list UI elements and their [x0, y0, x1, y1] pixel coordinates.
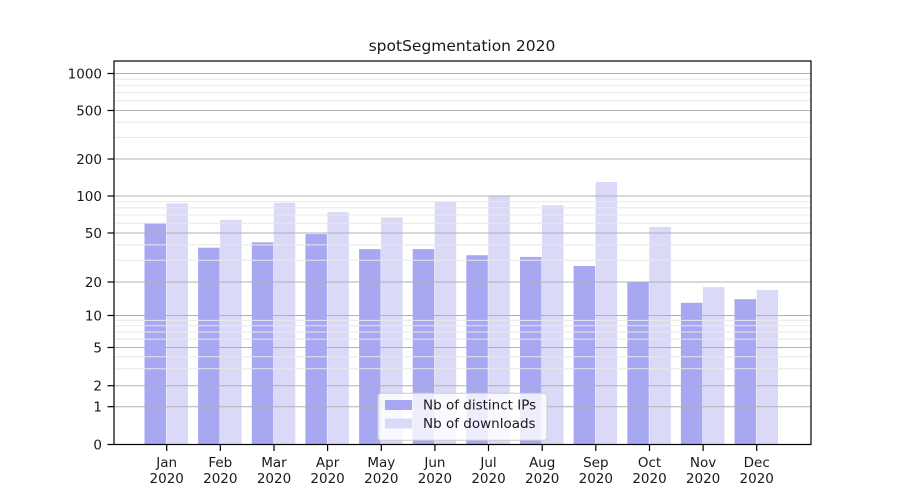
y-tick-label-2: 2	[93, 379, 102, 395]
y-tick-label-1: 1	[93, 400, 102, 416]
x-tick-label-year-jan: 2020	[150, 471, 184, 487]
bar-distinct-ips-nov	[680, 302, 703, 445]
x-tick-label-month-nov: Nov	[690, 455, 716, 471]
y-tick-label-20: 20	[85, 275, 102, 291]
x-tick-label-month-apr: Apr	[316, 455, 340, 471]
legend-swatch-distinct-ips	[385, 400, 412, 410]
bar-downloads-apr	[327, 212, 349, 445]
y-tick-label-100: 100	[76, 189, 102, 205]
y-tick-label-10: 10	[85, 308, 102, 324]
bar-distinct-ips-dec	[734, 299, 756, 445]
legend-label-distinct-ips: Nb of distinct IPs	[423, 398, 536, 414]
x-tick-label-year-nov: 2020	[686, 471, 720, 487]
x-tick-label-month-aug: Aug	[529, 455, 555, 471]
x-tick-label-year-jun: 2020	[418, 471, 452, 487]
x-tick-label-month-oct: Oct	[638, 455, 661, 471]
bar-distinct-ips-may	[359, 249, 381, 445]
x-tick-label-month-feb: Feb	[208, 455, 232, 471]
chart-title: spotSegmentation 2020	[369, 37, 556, 55]
bar-downloads-aug	[542, 205, 564, 445]
y-tick-label-500: 500	[76, 103, 102, 119]
bar-distinct-ips-feb	[198, 247, 220, 445]
x-tick-label-month-jun: Jun	[423, 455, 445, 471]
bar-downloads-jun	[434, 201, 457, 445]
bar-downloads-sep	[595, 182, 618, 445]
y-tick-label-50: 50	[85, 226, 102, 242]
bar-downloads-oct	[649, 227, 671, 445]
y-tick-label-5: 5	[93, 340, 102, 356]
plot-border	[113, 60, 812, 446]
bar-distinct-ips-jan	[144, 223, 166, 445]
bar-downloads-nov	[702, 287, 725, 445]
x-tick-label-year-dec: 2020	[740, 471, 774, 487]
x-tick-label-year-oct: 2020	[632, 471, 666, 487]
x-tick-label-year-may: 2020	[364, 471, 398, 487]
x-tick-label-month-dec: Dec	[744, 455, 770, 471]
x-tick-label-year-jul: 2020	[471, 471, 505, 487]
bar-distinct-ips-mar	[251, 242, 274, 445]
x-tick-label-year-sep: 2020	[579, 471, 613, 487]
legend-label-downloads: Nb of downloads	[423, 416, 536, 432]
x-tick-label-year-mar: 2020	[257, 471, 291, 487]
x-axis: Jan2020Feb2020Mar2020Apr2020May2020Jun20…	[150, 444, 774, 487]
x-tick-label-month-sep: Sep	[583, 455, 608, 471]
x-tick-label-year-aug: 2020	[525, 471, 559, 487]
x-tick-label-month-jul: Jul	[479, 455, 496, 471]
y-tick-label-0: 0	[93, 437, 102, 453]
major-gridlines	[114, 73, 811, 408]
bar-downloads-jan	[166, 203, 188, 445]
bar-distinct-ips-sep	[573, 266, 596, 445]
y-axis: 0 1 2 5 10 20 50 100 200 500 1000	[68, 66, 114, 453]
y-tick-label-1000: 1000	[68, 66, 102, 82]
bar-downloads-may	[381, 217, 403, 445]
legend-box	[377, 392, 548, 441]
minor-gridlines	[114, 78, 811, 370]
x-tick-label-year-feb: 2020	[203, 471, 237, 487]
x-tick-label-month-jan: Jan	[155, 455, 177, 471]
legend: Nb of distinct IPs Nb of downloads	[377, 392, 548, 441]
bar-distinct-ips-oct	[627, 282, 649, 445]
x-tick-label-month-mar: Mar	[261, 455, 287, 471]
legend-swatch-downloads	[385, 418, 412, 429]
x-tick-label-year-apr: 2020	[310, 471, 344, 487]
x-tick-label-month-may: May	[367, 455, 395, 471]
bar-downloads-dec	[756, 289, 778, 445]
y-tick-label-200: 200	[76, 152, 102, 168]
bar-downloads-mar	[273, 202, 296, 445]
